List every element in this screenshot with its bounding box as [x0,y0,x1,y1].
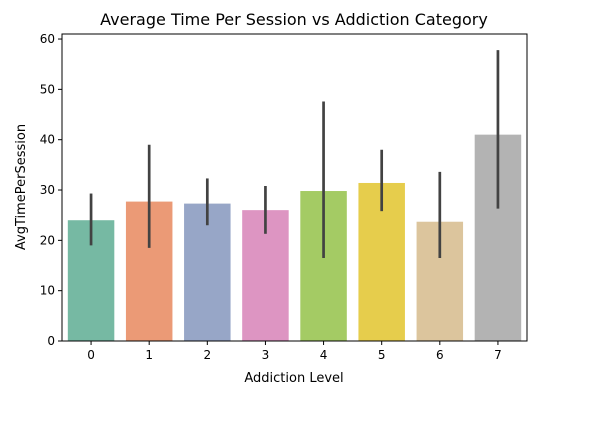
y-tick-label-40: 40 [40,133,55,147]
x-tick-label-0: 0 [87,348,95,362]
x-axis-ticks: 0 1 2 3 4 5 6 7 [87,341,502,362]
y-tick-label-50: 50 [40,82,55,96]
error-bars-group [89,50,500,258]
y-tick-label-10: 10 [40,284,55,298]
x-tick-label-1: 1 [145,348,153,362]
x-tick-label-4: 4 [320,348,328,362]
x-tick-label-5: 5 [378,348,386,362]
x-tick-label-3: 3 [262,348,270,362]
x-tick-label-6: 6 [436,348,444,362]
x-tick-label-7: 7 [494,348,502,362]
y-tick-label-30: 30 [40,183,55,197]
y-tick-label-60: 60 [40,32,55,46]
x-axis-label: Addiction Level [244,371,343,386]
x-tick-label-2: 2 [203,348,211,362]
y-axis-ticks: 0 10 20 30 40 50 60 [40,32,62,348]
plot-frame [61,33,528,342]
bar-2 [184,203,231,341]
y-tick-label-20: 20 [40,233,55,247]
bars-group [67,134,522,341]
y-axis-label: AvgTimePerSession [14,124,29,250]
y-tick-label-0: 0 [47,334,55,348]
chart-title: Average Time Per Session vs Addiction Ca… [100,10,488,29]
